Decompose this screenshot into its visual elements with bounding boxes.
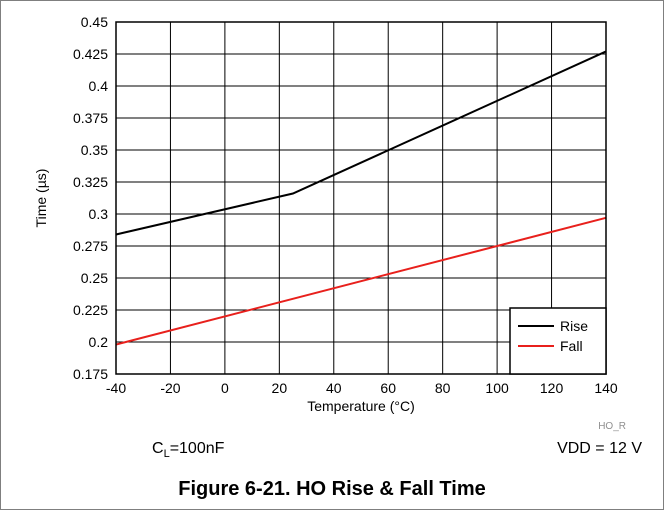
supply-voltage-note: VDD = 12 V [557, 440, 642, 457]
chart-legend: Rise Fall [509, 307, 607, 375]
figure-reference-code: HO_R [598, 421, 626, 432]
y-tick-label: 0.25 [81, 270, 108, 286]
y-tick-label: 0.425 [73, 46, 108, 62]
legend-box [509, 307, 607, 375]
x-tick-label: -20 [160, 380, 180, 396]
x-tick-label: 80 [435, 380, 451, 396]
x-tick-labels: -40 -20 0 20 40 60 80 100 120 140 [106, 380, 618, 396]
plot-border [115, 21, 607, 375]
y-tick-label: 0.45 [81, 14, 108, 30]
x-tick-label: 0 [221, 380, 229, 396]
x-tick-label: 120 [540, 380, 564, 396]
y-tick-label: 0.175 [73, 366, 108, 382]
series-line-fall [115, 216, 607, 346]
x-tick-label: 140 [594, 380, 618, 396]
y-tick-label: 0.275 [73, 238, 108, 254]
x-tick-label: 20 [272, 380, 288, 396]
x-tick-label: 40 [326, 380, 342, 396]
series-line-rise [115, 50, 607, 236]
y-axis-title: Time (µs) [33, 169, 49, 228]
y-tick-label: 0.35 [81, 142, 108, 158]
y-tick-label: 0.4 [89, 78, 109, 94]
y-tick-label: 0.3 [89, 206, 109, 222]
y-tick-labels: 0.175 0.2 0.225 0.25 0.275 0.3 0.325 0.35 0.375 0… [73, 14, 108, 382]
x-tick-label: 100 [485, 380, 509, 396]
x-tick-label: 60 [380, 380, 396, 396]
figure-caption: Figure 6-21. HO Rise & Fall Time [178, 478, 486, 500]
x-axis-title: Temperature (°C) [307, 398, 415, 414]
chart-series [115, 50, 607, 346]
load-capacitance-note: CL=100nF [152, 440, 225, 461]
y-tick-label: 0.375 [73, 110, 108, 126]
line-chart: -40 -20 0 20 40 60 80 100 120 140 0.1750.20.2250.… [33, 14, 618, 414]
y-tick-label: 0.2 [89, 334, 109, 350]
y-tick-label: 0.325 [73, 174, 108, 190]
x-tick-label: -40 [106, 380, 126, 396]
legend-label-fall: Fall [560, 338, 583, 354]
legend-label-rise: Rise [560, 318, 588, 334]
y-tick-label: 0.225 [73, 302, 108, 318]
